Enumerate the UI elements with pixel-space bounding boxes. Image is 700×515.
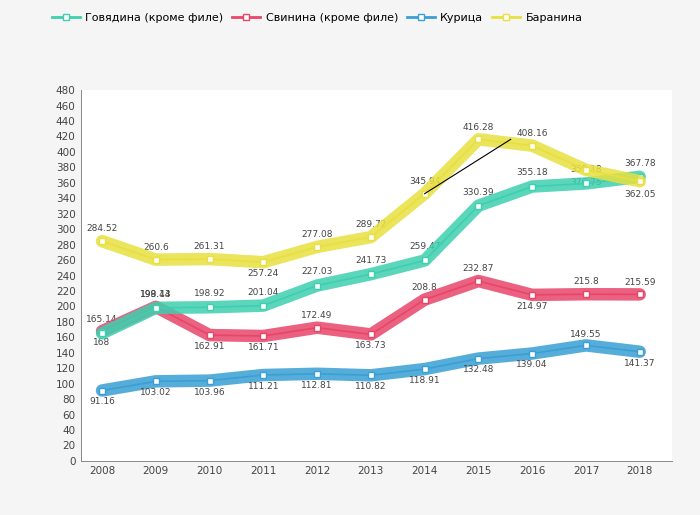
Text: 416.28: 416.28 (463, 123, 494, 132)
Text: 257.24: 257.24 (248, 269, 279, 278)
Text: 359.18: 359.18 (570, 165, 602, 175)
Text: 277.08: 277.08 (302, 230, 333, 239)
Text: 345.94: 345.94 (409, 177, 440, 186)
Text: 199.44: 199.44 (140, 290, 172, 299)
Text: 215.59: 215.59 (624, 278, 655, 287)
Text: 110.82: 110.82 (355, 382, 386, 391)
Text: 362.05: 362.05 (624, 190, 655, 198)
Text: 201.04: 201.04 (248, 287, 279, 297)
Text: 214.97: 214.97 (517, 302, 548, 311)
Text: 163.73: 163.73 (355, 341, 386, 350)
Text: 355.18: 355.18 (517, 168, 548, 178)
Text: 284.52: 284.52 (86, 225, 118, 233)
Text: 227.03: 227.03 (302, 267, 332, 277)
Text: 330.39: 330.39 (463, 187, 494, 197)
Text: 208.8: 208.8 (412, 283, 438, 292)
Text: 91.16: 91.16 (89, 398, 115, 406)
Text: 103.96: 103.96 (194, 387, 225, 397)
Text: 118.91: 118.91 (409, 376, 440, 385)
Text: 132.48: 132.48 (463, 366, 494, 374)
Text: 408.16: 408.16 (517, 129, 548, 138)
Text: 260.6: 260.6 (143, 243, 169, 252)
Text: 141.37: 141.37 (624, 358, 655, 368)
Text: 232.87: 232.87 (463, 264, 494, 273)
Text: 376.75: 376.75 (570, 178, 602, 187)
Text: 172.49: 172.49 (302, 311, 332, 320)
Text: 198.13: 198.13 (140, 290, 172, 299)
Text: 165.14: 165.14 (86, 315, 118, 324)
Text: 168: 168 (93, 338, 111, 347)
Text: 261.31: 261.31 (194, 243, 225, 251)
Text: 139.04: 139.04 (517, 360, 548, 369)
Legend: Говядина (кроме филе), Свинина (кроме филе), Курица, Баранина: Говядина (кроме филе), Свинина (кроме фи… (48, 8, 587, 27)
Text: 367.78: 367.78 (624, 159, 655, 168)
Text: 198.92: 198.92 (194, 289, 225, 298)
Text: 103.02: 103.02 (140, 388, 172, 397)
Text: 162.91: 162.91 (194, 342, 225, 351)
Text: 289.72: 289.72 (355, 220, 386, 229)
Text: 149.55: 149.55 (570, 330, 602, 339)
Text: 111.21: 111.21 (248, 382, 279, 391)
Text: 161.71: 161.71 (248, 343, 279, 352)
Text: 112.81: 112.81 (302, 381, 333, 390)
Text: 259.47: 259.47 (409, 243, 440, 251)
Text: 215.8: 215.8 (573, 278, 598, 286)
Text: 241.73: 241.73 (355, 256, 386, 265)
